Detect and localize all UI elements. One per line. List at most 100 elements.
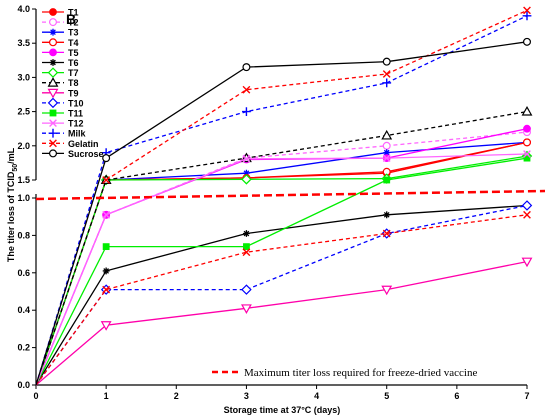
threshold-line — [35, 189, 546, 201]
legend-label: Gelatin — [68, 139, 99, 149]
legend-label: T4 — [68, 38, 79, 48]
series-line-t10 — [35, 204, 528, 386]
data-point-gelatin-upper — [523, 6, 531, 15]
data-point-milk — [522, 11, 532, 21]
series-gelatin-upper — [102, 6, 531, 184]
x-tick-label: 5 — [384, 391, 389, 401]
legend: T1T2T3T4T5T6T7T8T9T10T11T12MilkGelatinSu… — [42, 8, 104, 159]
threshold-legend-text: Maximum titer loss required for freeze-d… — [244, 367, 477, 379]
legend-marker — [48, 18, 57, 27]
y-lower-tick-label: 0.2 — [17, 343, 30, 353]
series-t9 — [35, 257, 533, 386]
legend-marker — [47, 67, 59, 78]
data-point-t11 — [243, 243, 250, 251]
legend-label: T11 — [68, 109, 83, 119]
legend-entry-milk: Milk — [42, 129, 86, 139]
data-point-t9 — [521, 257, 533, 268]
series-line-t11 — [35, 157, 528, 386]
legend-marker — [49, 139, 57, 148]
legend-entry-t10: T10 — [42, 97, 84, 108]
legend-marker — [49, 119, 57, 127]
y-upper-tick-label: 3.0 — [17, 72, 30, 82]
legend-label: T5 — [68, 48, 79, 58]
series-line-gelatin-upper — [105, 9, 528, 181]
y-lower-tick-label: 0.4 — [17, 305, 30, 315]
series-line-t6 — [35, 204, 528, 386]
series-line-milk — [35, 15, 528, 386]
data-point-gelatin-upper — [102, 176, 111, 184]
data-point-milk — [382, 78, 392, 88]
legend-label: T7 — [68, 68, 79, 78]
data-point-t3 — [243, 169, 250, 177]
legend-label: T1 — [68, 8, 79, 18]
y-upper-tick-label: 2.5 — [17, 107, 30, 117]
data-point-sucrose — [382, 57, 391, 66]
data-point-t12 — [102, 210, 111, 219]
data-point-sucrose — [522, 37, 531, 46]
x-tick-label: 1 — [104, 391, 109, 401]
y-axis-label-suffix: /mL — [6, 147, 16, 164]
panel-label: B — [66, 11, 76, 27]
data-point-t12 — [523, 150, 531, 158]
data-point-t8 — [381, 129, 393, 140]
data-point-t2 — [382, 141, 391, 150]
legend-marker — [49, 109, 57, 117]
series-gelatin — [35, 210, 531, 386]
legend-entry-t2: T2 — [42, 18, 79, 28]
data-point-t7 — [241, 174, 252, 185]
data-point-t9 — [241, 304, 252, 314]
legend-marker — [49, 8, 57, 16]
legend-label: T10 — [68, 98, 84, 108]
legend-entry-t3: T3 — [42, 28, 79, 38]
legend-marker — [47, 77, 59, 87]
legend-entry-t12: T12 — [42, 119, 84, 129]
y-lower-tick-label: 1.0 — [17, 193, 30, 203]
legend-entry-t11: T11 — [42, 109, 83, 119]
x-tick-label: 4 — [314, 391, 319, 401]
data-point-gelatin-upper — [242, 85, 251, 94]
x-tick-label: 0 — [33, 391, 38, 401]
data-point-t10 — [241, 284, 252, 295]
y-upper-tick-label: 4.0 — [17, 4, 30, 14]
data-point-t11 — [102, 243, 110, 251]
data-point-t9 — [381, 285, 393, 296]
x-tick-label: 3 — [244, 391, 249, 401]
data-point-t12 — [382, 154, 391, 163]
data-point-t5 — [523, 124, 531, 133]
legend-entry-t9: T9 — [42, 88, 79, 99]
legend-label: T2 — [68, 18, 79, 28]
data-point-t3 — [383, 149, 391, 157]
legend-marker — [49, 48, 57, 57]
legend-label: T9 — [68, 88, 79, 98]
legend-marker — [49, 59, 57, 66]
data-point-gelatin — [523, 210, 531, 219]
data-point-t6 — [383, 211, 391, 219]
series-t11 — [35, 154, 531, 386]
data-point-gelatin — [102, 285, 111, 294]
axes: 0 1 2 3 4 5 6 7 0.0 0.2 0.4 0.6 0.8 1.0 1.5 2.0 2.5 3.0 3.… — [17, 4, 529, 401]
legend-label: T12 — [68, 119, 84, 129]
series-layer — [35, 6, 533, 386]
y-lower-tick-label: 0.8 — [17, 230, 30, 240]
legend-label: Milk — [68, 129, 86, 139]
data-point-t4 — [522, 138, 531, 147]
data-point-t12 — [242, 154, 251, 163]
legend-marker — [48, 128, 58, 138]
data-point-t10 — [521, 200, 533, 211]
x-tick-label: 2 — [174, 391, 179, 401]
y-lower-tick-label: 0.6 — [17, 268, 30, 278]
legend-label: T6 — [68, 58, 79, 68]
series-t4 — [35, 138, 531, 386]
data-point-sucrose — [242, 63, 251, 72]
data-point-t6 — [102, 267, 110, 275]
data-point-gelatin — [242, 248, 251, 257]
data-point-gelatin — [382, 229, 391, 238]
legend-entry-t1: T1 — [42, 8, 79, 18]
legend-marker — [48, 149, 57, 158]
legend-entry-t8: T8 — [42, 77, 79, 88]
legend-marker — [49, 28, 57, 36]
series-t7 — [35, 150, 533, 386]
series-t12 — [35, 150, 531, 386]
legend-entry-t6: T6 — [42, 58, 79, 68]
